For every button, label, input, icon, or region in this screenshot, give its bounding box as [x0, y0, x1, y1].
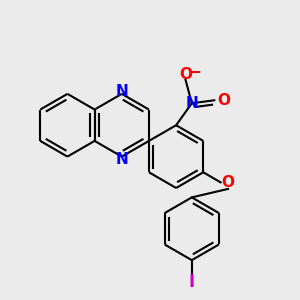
Text: N: N — [116, 84, 128, 99]
Text: O: O — [179, 67, 192, 82]
Text: −: − — [188, 62, 202, 80]
Text: N: N — [116, 152, 128, 166]
Text: I: I — [189, 273, 195, 291]
Text: O: O — [217, 93, 230, 108]
Text: N: N — [185, 96, 198, 111]
Text: O: O — [221, 175, 235, 190]
